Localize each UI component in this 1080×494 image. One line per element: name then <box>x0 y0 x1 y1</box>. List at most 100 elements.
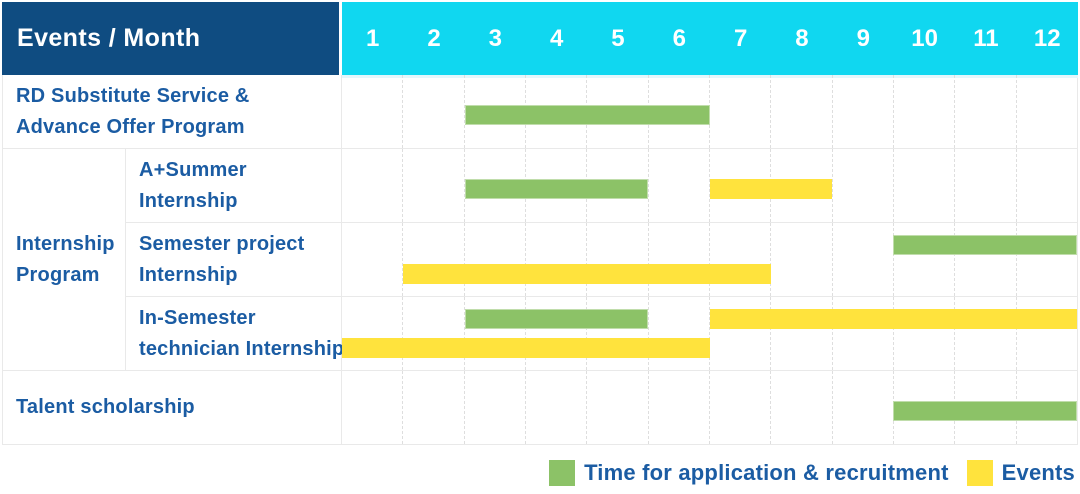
month-label: 1 <box>365 24 380 52</box>
month-grid-cell <box>894 223 956 296</box>
month-label: 9 <box>856 24 870 52</box>
month-label: 2 <box>427 24 441 52</box>
month-grid-cell <box>955 297 1017 370</box>
month-grid-cell <box>403 223 465 296</box>
month-grid-cell <box>710 223 772 296</box>
month-grid-cell <box>955 75 1017 148</box>
events-swatch-icon <box>966 460 993 486</box>
table-body: RD Substitute Service & Advance Offer Pro… <box>2 75 1078 445</box>
events-bar <box>403 264 771 284</box>
month-grid-cell <box>771 223 833 296</box>
month-grid-cell <box>465 223 526 296</box>
row-label-line: Internship <box>139 189 238 212</box>
month-grid-cell <box>465 297 526 370</box>
month-grid-cell <box>526 223 588 296</box>
row-timeline <box>342 223 1077 296</box>
month-grid-cell <box>710 75 772 148</box>
month-label: 7 <box>733 24 748 52</box>
row-timeline <box>342 149 1077 222</box>
month-grid-cell <box>649 223 710 296</box>
legend-label-events: Events <box>1001 460 1075 485</box>
row-group: Internship Program A+Summer Internship Semes… <box>3 148 1077 370</box>
month-grid <box>342 297 1077 370</box>
month-grid-cell <box>1017 223 1077 296</box>
table-row: Talent scholarship <box>3 370 1077 444</box>
legend-item-application: Time for application & recruitment <box>549 460 949 486</box>
month-grid-cell <box>710 371 772 444</box>
group-rows: A+Summer Internship Semester project Intern… <box>126 149 1077 370</box>
table-row: Semester project Internship <box>126 222 1077 296</box>
month-grid-cell <box>465 371 526 444</box>
month-grid-cell <box>342 223 404 296</box>
month-grid-cell <box>342 297 404 370</box>
events-month-table: Events / Month 1 2 3 4 5 6 7 8 9 10 11 12 RD Substi… <box>2 2 1078 445</box>
row-label-line: A+Summer <box>139 158 247 181</box>
month-grid-cell <box>771 149 833 222</box>
month-grid-cell <box>894 149 956 222</box>
application-swatch-icon <box>549 460 576 486</box>
month-grid-cell <box>833 149 894 222</box>
month-grid-cell <box>833 371 894 444</box>
month-label: 5 <box>611 24 625 52</box>
row-label-line: Internship <box>139 263 238 286</box>
month-grid-cell <box>1017 149 1077 222</box>
row-timeline <box>342 371 1077 444</box>
table-header: Events / Month 1 2 3 4 5 6 7 8 9 10 11 12 <box>2 2 1078 78</box>
row-timeline <box>342 297 1077 370</box>
row-label: Talent scholarship <box>3 371 342 444</box>
month-grid-cell <box>403 371 465 444</box>
events-bar <box>709 309 1077 329</box>
table-row: RD Substitute Service & Advance Offer Pro… <box>3 75 1077 148</box>
month-label: 6 <box>672 24 686 52</box>
application-recruitment-bar <box>893 401 1077 421</box>
month-label: 11 <box>973 24 999 52</box>
month-grid-cell <box>342 371 404 444</box>
group-label: Internship Program <box>3 149 126 370</box>
month-grid-cell <box>833 75 894 148</box>
month-grid <box>342 223 1077 296</box>
month-grid-cell <box>1017 297 1077 370</box>
row-label-line: technician Internship <box>139 337 345 360</box>
row-label: RD Substitute Service & Advance Offer Pro… <box>3 75 342 148</box>
month-grid-cell <box>587 371 649 444</box>
table-title: Events / Month <box>17 24 201 52</box>
group-label-line: Program <box>16 263 100 286</box>
month-label: 10 <box>911 24 938 52</box>
month-grid-cell <box>526 297 588 370</box>
application-recruitment-bar <box>464 309 649 329</box>
row-label: In-Semester technician Internship <box>126 297 345 370</box>
legend: Time for application & recruitment Event… <box>549 457 1075 489</box>
row-label-line: In-Semester <box>139 306 256 329</box>
month-header: 1 2 3 4 5 6 7 8 9 10 11 12 <box>342 2 1078 78</box>
month-grid-cell <box>894 75 956 148</box>
row-label: Semester project Internship <box>126 223 342 296</box>
month-grid-cell <box>526 371 588 444</box>
month-grid-cell <box>342 149 404 222</box>
month-grid-cell <box>833 223 894 296</box>
legend-item-events: Events <box>966 460 1075 486</box>
month-grid-cell <box>649 149 710 222</box>
month-grid-cell <box>833 297 894 370</box>
month-grid-cell <box>403 297 465 370</box>
table-row: A+Summer Internship <box>126 149 1077 222</box>
application-recruitment-bar <box>464 179 649 199</box>
row-timeline <box>342 75 1077 148</box>
month-label: 12 <box>1033 24 1061 52</box>
month-grid-cell <box>771 75 833 148</box>
month-label: 3 <box>488 24 502 52</box>
application-recruitment-bar <box>893 235 1077 255</box>
month-grid-cell <box>771 297 833 370</box>
row-label-line: Semester project <box>139 232 305 255</box>
events-bar <box>342 338 710 358</box>
group-label-line: Internship <box>16 232 115 255</box>
month-grid-cell <box>955 223 1017 296</box>
month-label: 8 <box>795 24 809 52</box>
month-grid-cell <box>894 297 956 370</box>
row-label: A+Summer Internship <box>126 149 342 222</box>
table-row: In-Semester technician Internship <box>126 296 1077 370</box>
events-month-header-cell: Events / Month <box>2 2 342 75</box>
month-grid-cell <box>771 371 833 444</box>
month-grid-cell <box>587 297 649 370</box>
month-grid-cell <box>1017 75 1077 148</box>
